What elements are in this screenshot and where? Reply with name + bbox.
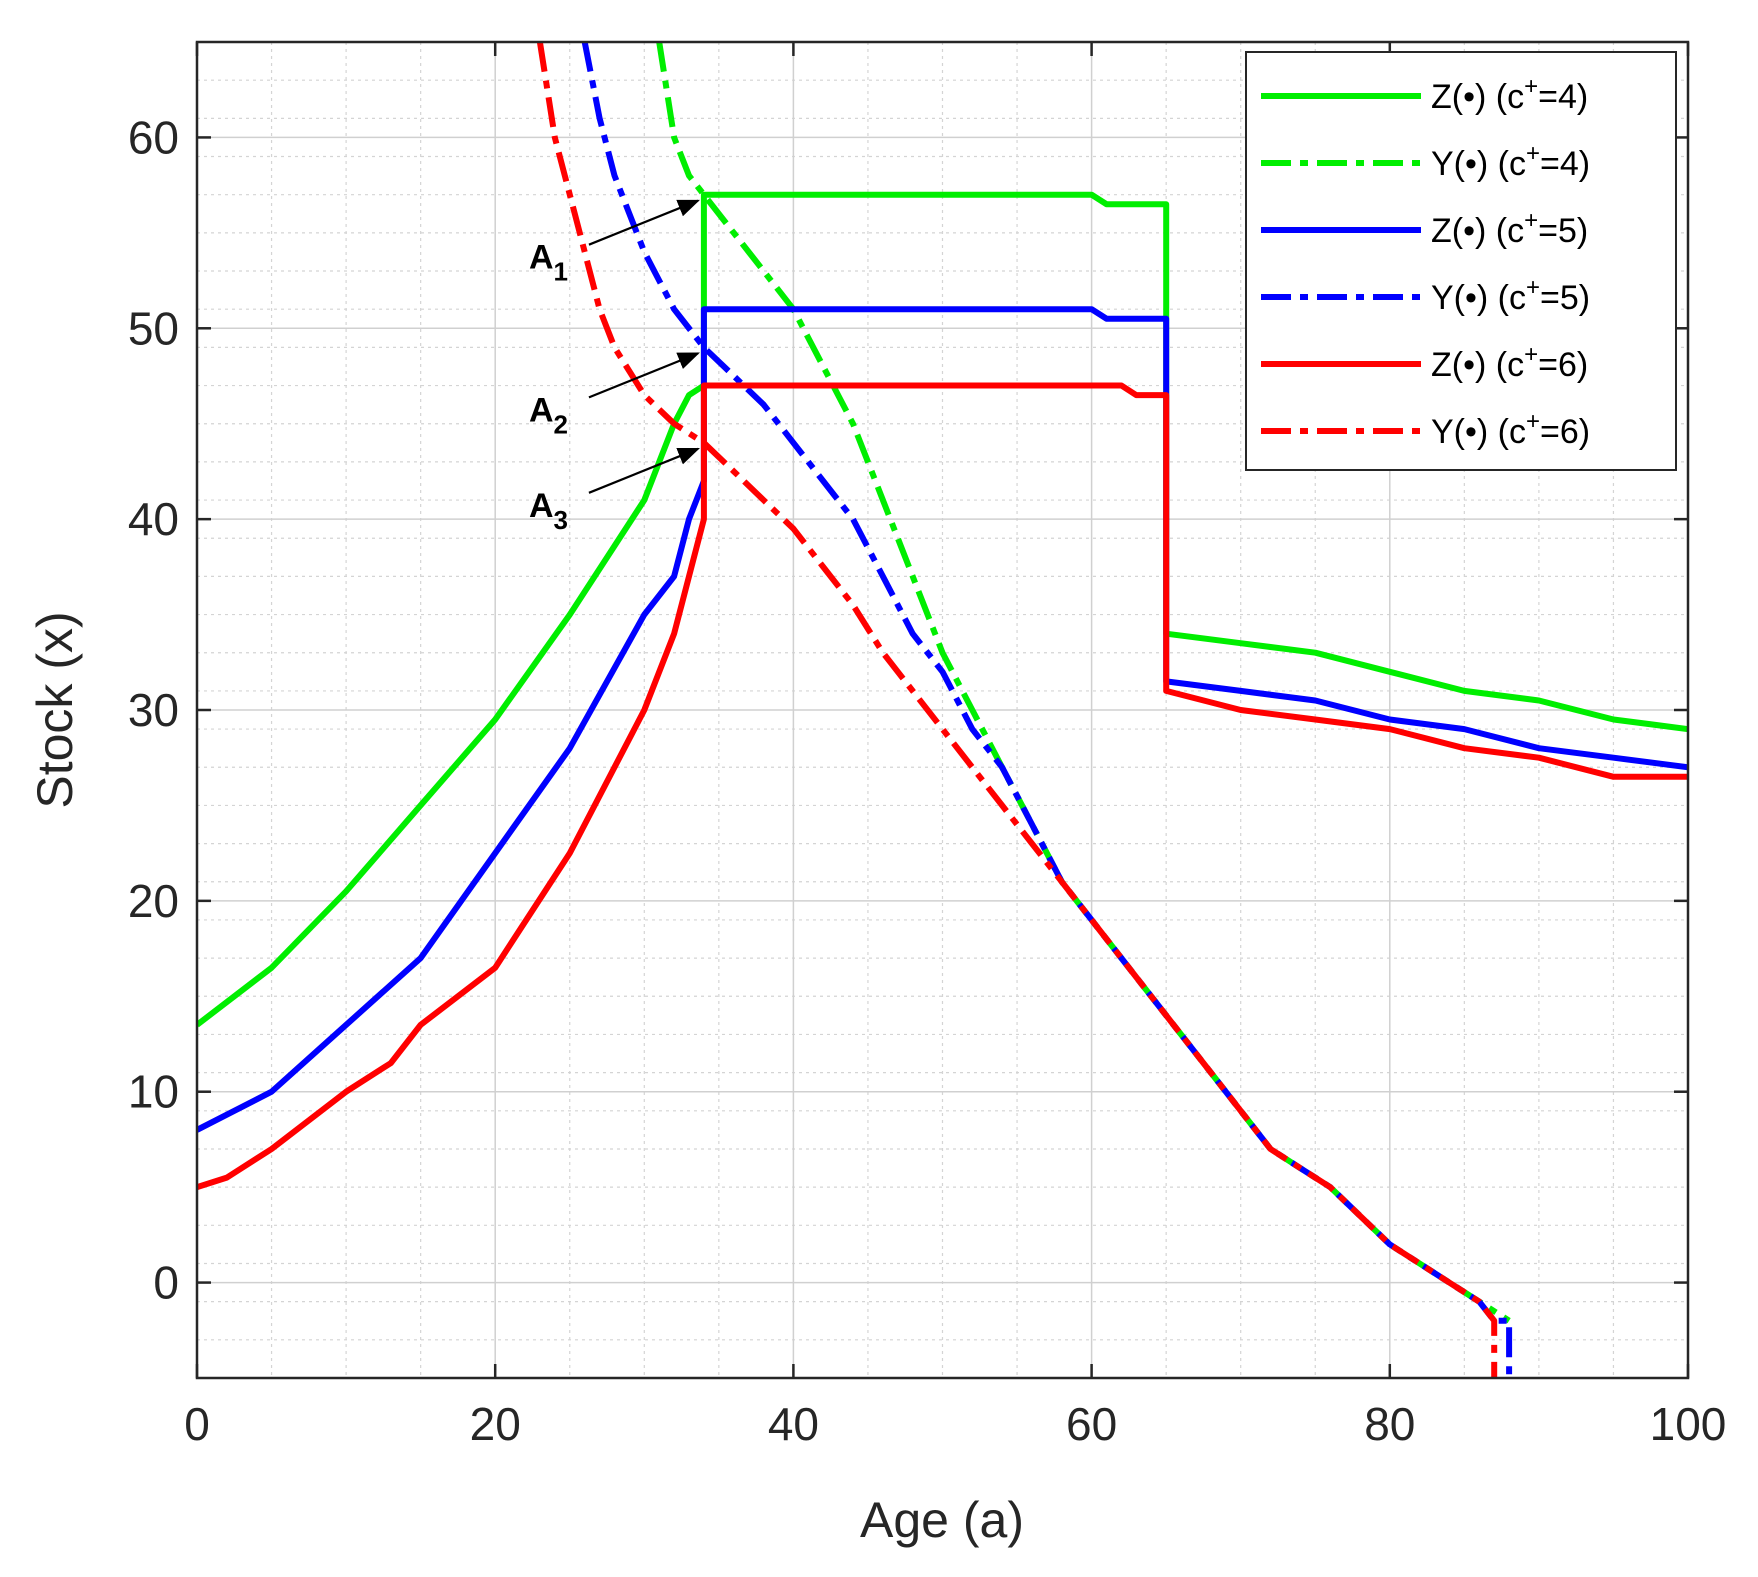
- y-tick-label: 20: [128, 875, 179, 927]
- y-tick-label: 40: [128, 493, 179, 545]
- annotation-label: A3: [529, 487, 568, 535]
- annotation-label: A1: [529, 239, 568, 287]
- series-line-1: [197, 191, 1688, 1028]
- series-line-6: [536, 42, 1498, 1378]
- legend: Z(•) (c+=4) Y(•) (c+=4) Z(•) (c+=5) Y(•) (c…: [1245, 51, 1677, 471]
- annotation-arrow: [588, 352, 700, 399]
- series-line-3: [197, 306, 1688, 1133]
- annotations: A1 A2 A3: [529, 199, 700, 535]
- x-tick-label: 60: [1066, 1398, 1117, 1450]
- x-axis-label: Age (a): [860, 1492, 1024, 1548]
- y-tick-label: 0: [153, 1257, 179, 1309]
- x-tick-label: 40: [768, 1398, 819, 1450]
- legend-label-2: Y(•) (c+=4): [1431, 140, 1590, 183]
- series-lines: [197, 42, 1688, 1378]
- series-line-5: [197, 382, 1688, 1190]
- y-tick-label: 50: [128, 302, 179, 354]
- annotation-label: A2: [529, 391, 568, 439]
- y-tick-label: 60: [128, 111, 179, 163]
- legend-label-6: Y(•) (c+=6): [1431, 408, 1590, 451]
- y-tick-label: 30: [128, 684, 179, 736]
- annotation-arrow: [588, 199, 700, 246]
- axis-ticks: 0 20 40 60 80 100 0 10 20 30 40 50 60: [128, 42, 1727, 1450]
- y-axis-label: Stock (x): [27, 611, 83, 808]
- y-tick-label: 10: [128, 1066, 179, 1118]
- x-tick-label: 0: [184, 1398, 210, 1450]
- legend-label-5: Z(•) (c+=6): [1431, 341, 1588, 384]
- legend-label-1: Z(•) (c+=4): [1431, 73, 1588, 116]
- x-tick-label: 20: [470, 1398, 521, 1450]
- annotation-arrow: [588, 447, 700, 494]
- x-tick-label: 100: [1650, 1398, 1727, 1450]
- legend-label-3: Z(•) (c+=5): [1431, 207, 1588, 250]
- x-tick-label: 80: [1364, 1398, 1415, 1450]
- legend-box: [1245, 51, 1677, 471]
- legend-label-4: Y(•) (c+=5): [1431, 274, 1590, 317]
